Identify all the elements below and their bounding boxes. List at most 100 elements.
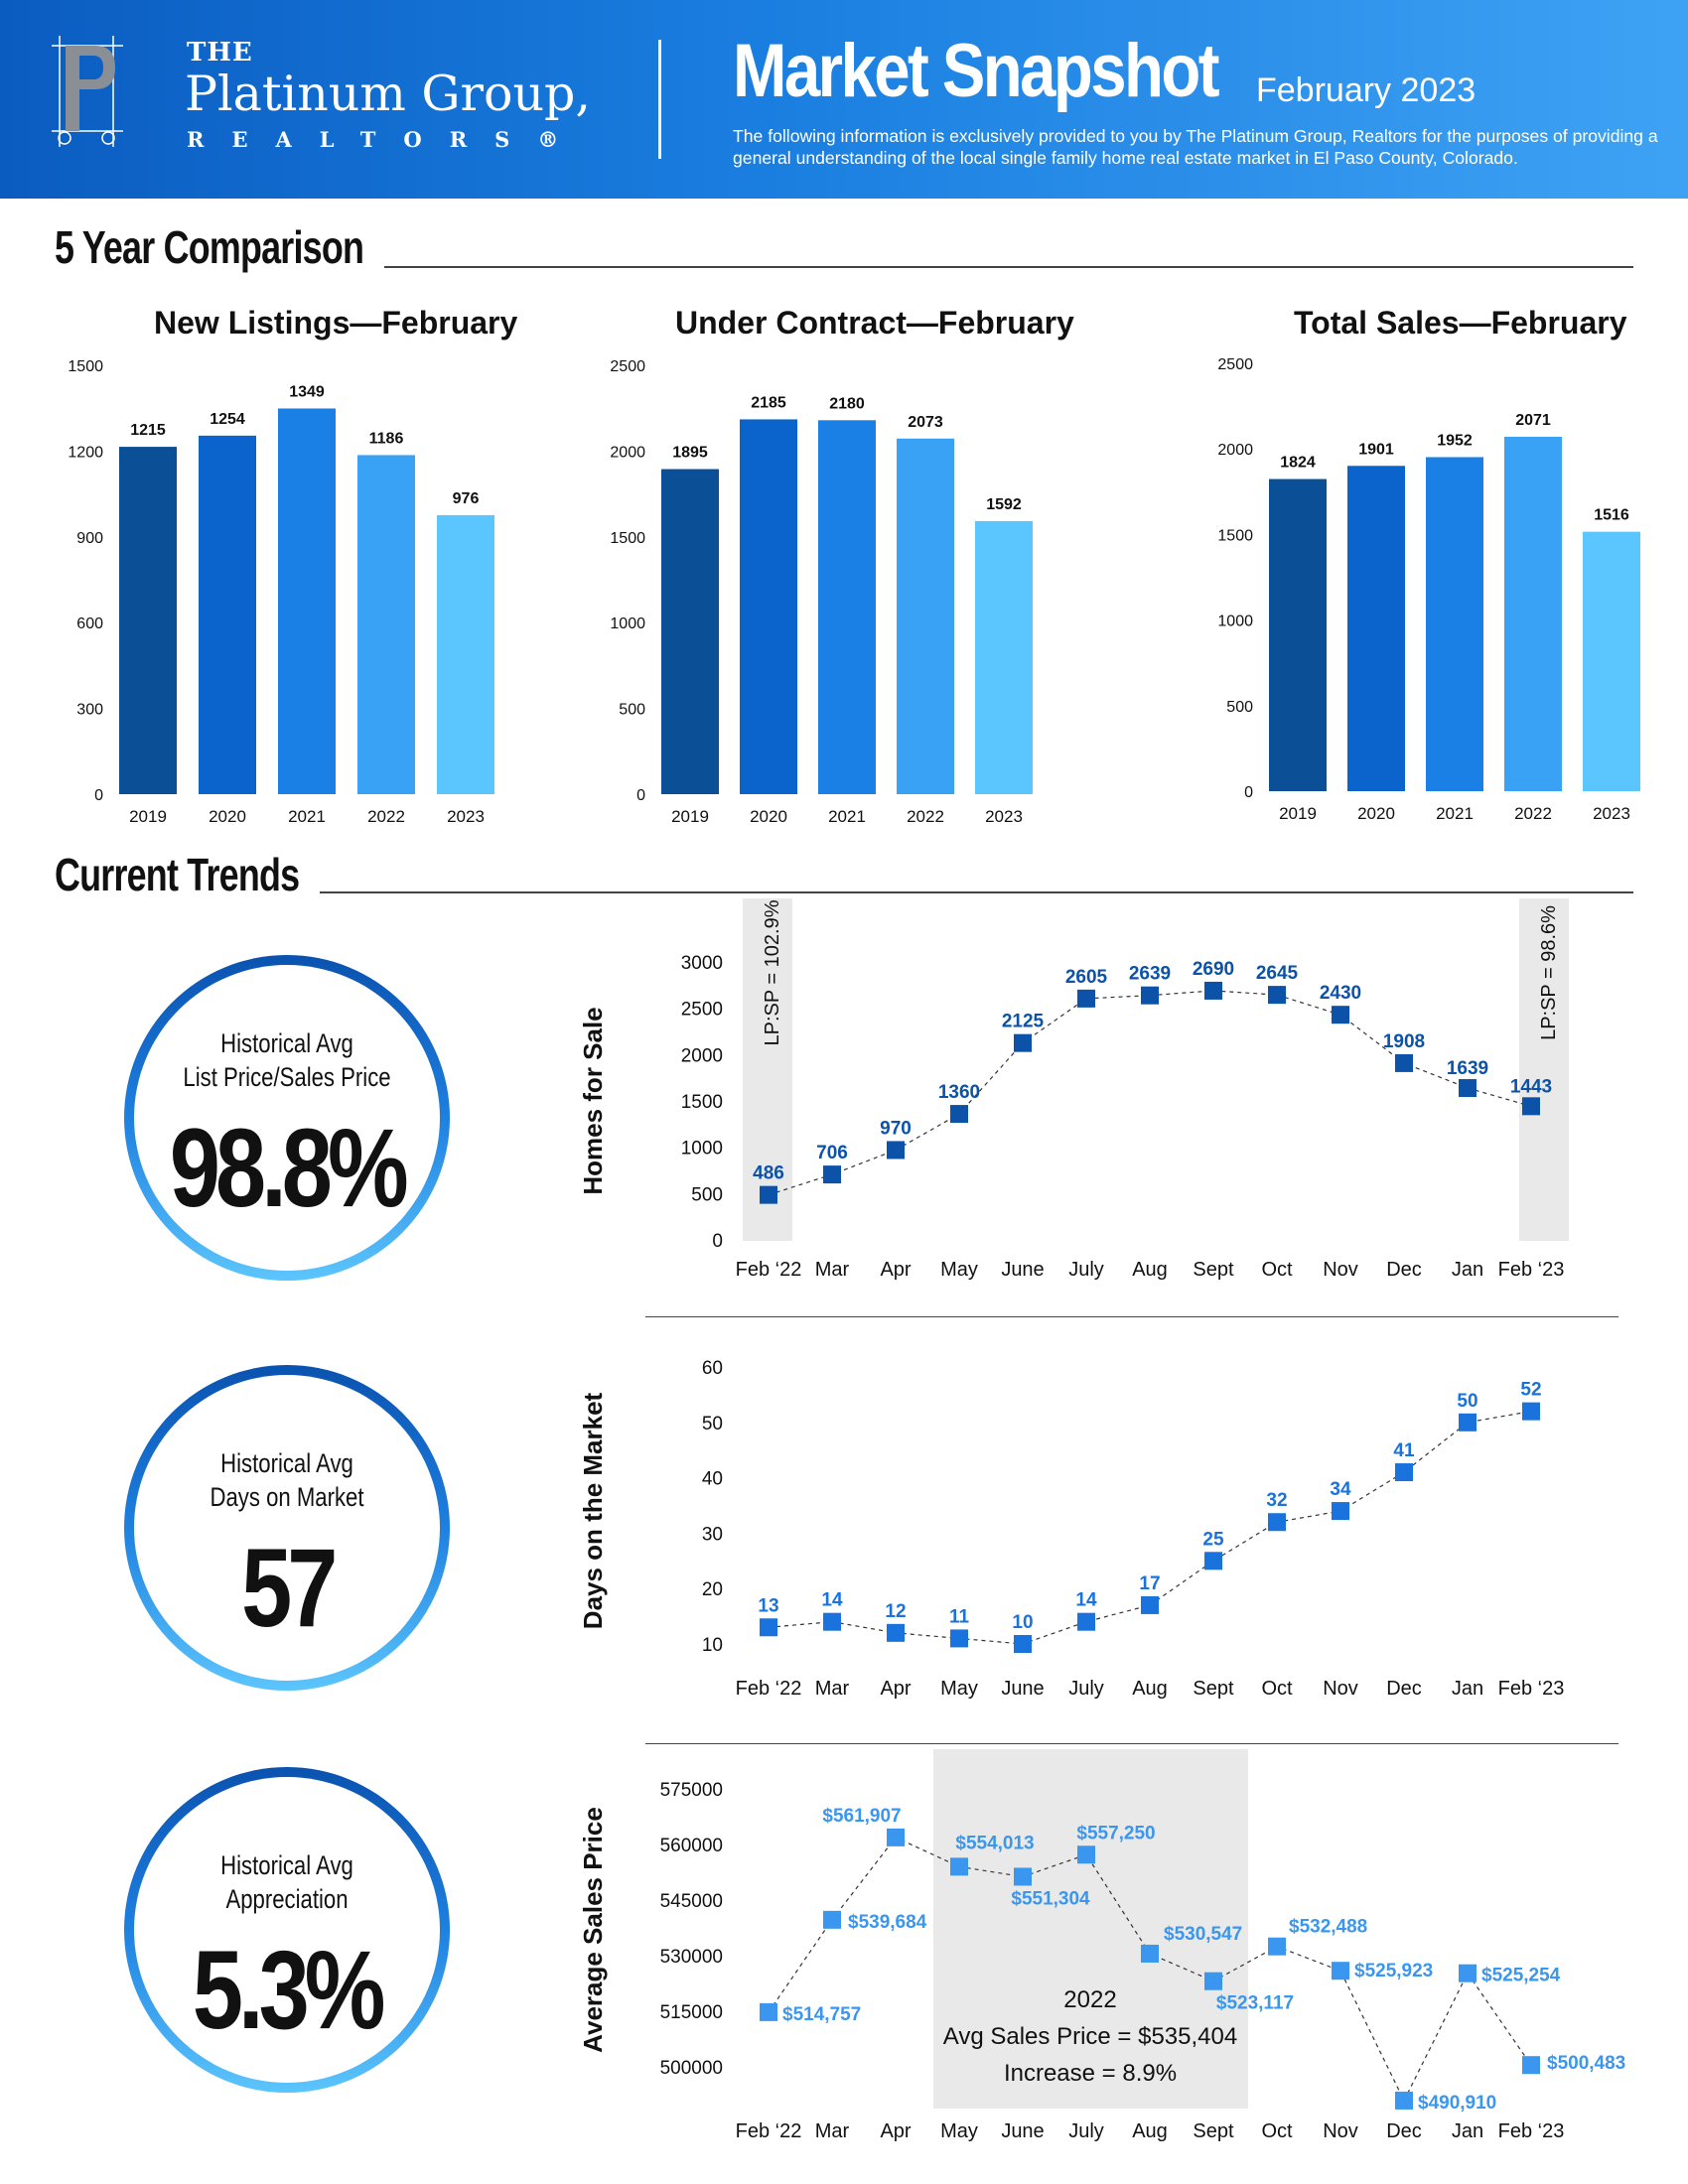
data-point-5 (1077, 1612, 1095, 1631)
y-tick-label: 0 (1244, 784, 1253, 801)
data-label-12: 52 (1520, 1380, 1541, 1401)
bar-2020 (1347, 466, 1405, 791)
x-tick-label: Feb ‘22 (736, 1259, 802, 1281)
y-tick-label: 1000 (610, 615, 645, 632)
data-point-4 (1014, 1033, 1032, 1052)
x-tick-label: Jan (1452, 1678, 1483, 1700)
bar-2022 (897, 438, 954, 794)
data-point-1 (823, 1910, 841, 1929)
bar-value-label: 2071 (1515, 412, 1551, 429)
x-tick-label: Feb ‘23 (1498, 1678, 1565, 1700)
bar-2021 (278, 408, 336, 794)
x-tick-label: May (940, 1678, 978, 1700)
data-point-10 (1395, 1053, 1413, 1072)
y-tick-label: 300 (76, 702, 103, 719)
x-tick-label: Apr (880, 2120, 911, 2142)
y-tick-label: 600 (76, 615, 103, 632)
data-label-9: 2430 (1320, 983, 1361, 1004)
data-label-6: 2639 (1129, 964, 1171, 985)
y-tick-label: 0 (94, 787, 103, 804)
y-tick-label: 20 (702, 1579, 723, 1600)
y-axis-label: Average Sales Price (578, 1807, 608, 2053)
data-label-0: 13 (758, 1595, 778, 1616)
data-point-0 (760, 1618, 777, 1637)
data-point-0 (760, 2002, 777, 2021)
y-tick-label: 2500 (681, 1000, 723, 1021)
y-tick-label: 2000 (681, 1045, 723, 1066)
x-tick-label: Mar (815, 1678, 850, 1700)
x-tick-label: 2020 (1357, 804, 1395, 823)
data-point-9 (1332, 1006, 1349, 1024)
data-label-3: $554,013 (955, 1833, 1034, 1853)
logo-name-text: Platinum Group, (185, 66, 591, 122)
x-tick-label: Feb ‘23 (1498, 1259, 1565, 1281)
data-label-7: $523,117 (1216, 1993, 1294, 2014)
x-tick-label: June (1001, 2120, 1044, 2142)
stat-label-line2: Appreciation (225, 1884, 349, 1914)
header-banner: THE Platinum Group, REALTORS® Market Sna… (0, 0, 1688, 199)
y-tick-label: 1200 (68, 444, 103, 461)
stat-circle-lp-sp: Historical Avg List Price/Sales Price 98… (124, 955, 450, 1281)
data-label-8: 2645 (1256, 963, 1299, 984)
bar-value-label: 1824 (1280, 455, 1316, 472)
data-label-4: $551,304 (1011, 1888, 1090, 1909)
section-title-current-trends: Current Trends (55, 849, 300, 900)
x-tick-label: 2020 (750, 807, 787, 826)
y-tick-label: 500 (619, 702, 645, 719)
x-tick-label: Nov (1323, 1259, 1358, 1281)
x-tick-label: Aug (1132, 1259, 1168, 1281)
data-label-11: $525,254 (1481, 1966, 1561, 1986)
data-point-7 (1204, 981, 1222, 1000)
bar-value-label: 2185 (751, 394, 786, 411)
x-tick-label: 2021 (828, 807, 866, 826)
logo-the-text: THE (187, 38, 253, 68)
stat-value-appreciation: 5.3% (193, 1928, 386, 2052)
y-axis-label: Days on the Market (578, 1392, 608, 1629)
data-point-11 (1459, 1413, 1477, 1432)
y-tick-label: 2500 (1217, 356, 1253, 373)
data-label-2: $561,907 (822, 1806, 901, 1827)
x-tick-label: Aug (1132, 1678, 1168, 1700)
bar-value-label: 2180 (829, 395, 865, 412)
bar-value-label: 976 (453, 490, 480, 507)
y-tick-label: 500000 (660, 2058, 723, 2079)
y-tick-label: 900 (76, 530, 103, 547)
data-point-11 (1459, 1079, 1477, 1098)
data-label-9: 34 (1330, 1479, 1351, 1500)
bar-value-label: 1186 (369, 430, 404, 447)
x-tick-label: 2021 (288, 807, 326, 826)
data-point-1 (823, 1165, 841, 1184)
data-label-1: $539,684 (848, 1912, 927, 1933)
x-tick-label: Apr (880, 1678, 911, 1700)
x-tick-label: 2022 (907, 807, 944, 826)
data-point-5 (1077, 1845, 1095, 1864)
x-tick-label: July (1068, 1259, 1104, 1281)
x-tick-label: Feb ‘23 (1498, 2120, 1565, 2142)
x-tick-label: July (1068, 2120, 1104, 2142)
x-tick-label: 2021 (1436, 804, 1474, 823)
x-tick-label: Oct (1261, 2120, 1293, 2142)
x-tick-label: Jan (1452, 1259, 1483, 1281)
bar-value-label: 1952 (1437, 432, 1473, 449)
bar-value-label: 1592 (986, 496, 1022, 513)
header-divider (658, 40, 661, 159)
section-title-5-year: 5 Year Comparison (55, 221, 364, 273)
highlight-band-feb-22 (743, 898, 792, 1241)
data-point-12 (1522, 1402, 1540, 1421)
x-tick-label: Jan (1452, 2120, 1483, 2142)
data-label-5: $557,250 (1076, 1823, 1155, 1843)
data-point-5 (1077, 989, 1095, 1008)
x-tick-label: 2023 (985, 807, 1023, 826)
y-axis-label: Homes for Sale (578, 1007, 608, 1194)
data-label-1: 706 (816, 1143, 848, 1163)
bar-2021 (1426, 457, 1483, 791)
y-tick-label: 500 (1226, 699, 1253, 716)
y-tick-label: 0 (636, 787, 645, 804)
x-tick-label: Sept (1193, 2120, 1234, 2142)
data-label-3: 11 (949, 1606, 970, 1627)
data-point-11 (1459, 1964, 1477, 1982)
data-point-2 (887, 1828, 905, 1846)
x-tick-label: 2020 (209, 807, 246, 826)
y-tick-label: 545000 (660, 1891, 723, 1912)
average-sales-price-line-chart: Average Sales Price 500000 515000 530000 545… (578, 1749, 1625, 2142)
